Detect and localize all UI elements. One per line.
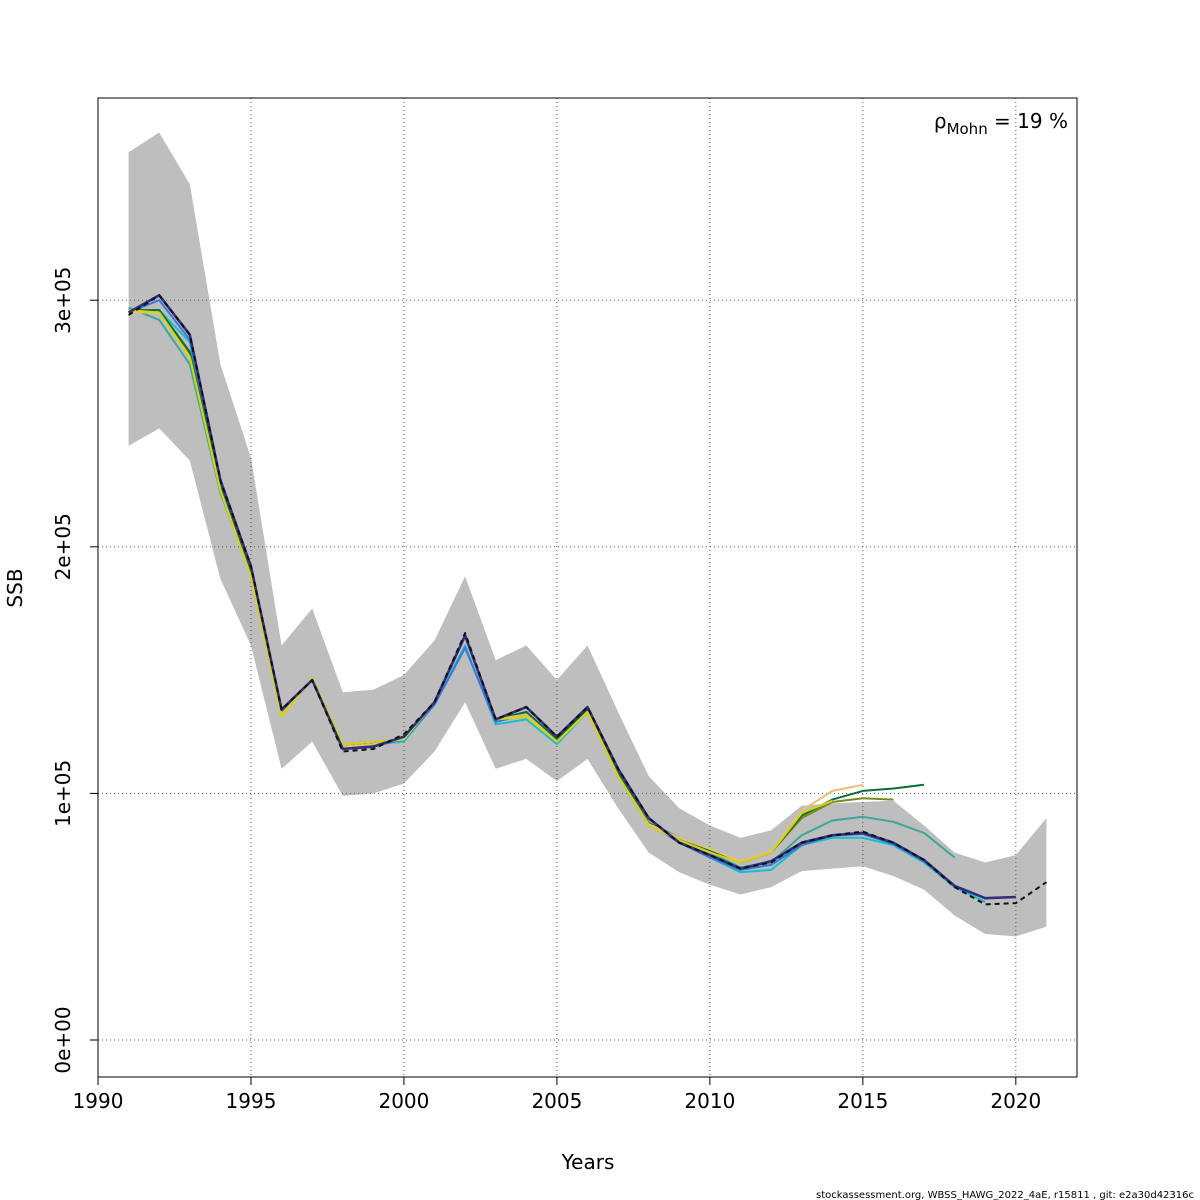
x-tick-label: 1995	[226, 1089, 277, 1113]
series-layer	[127, 293, 1047, 906]
footer-credit: stockassessment.org, WBSS_HAWG_2022_4aE,…	[816, 1190, 1194, 1200]
x-tick-label: 2015	[837, 1089, 888, 1113]
x-tick-label: 2005	[531, 1089, 582, 1113]
confidence-band-layer	[128, 132, 1047, 937]
x-tick-label: 2010	[684, 1089, 735, 1113]
mohn-rho-value: = 19 %	[988, 109, 1068, 133]
y-tick-label: 2e+05	[51, 513, 75, 580]
mohn-rho-subscript: Mohn	[947, 120, 988, 138]
x-tick-label: 2020	[990, 1089, 1041, 1113]
y-tick-label: 1e+05	[51, 760, 75, 827]
x-tick-label: 2000	[378, 1089, 429, 1113]
mohn-rho-annotation: ρMohn = 19 %	[934, 109, 1068, 138]
y-tick-label: 0e+00	[51, 1006, 75, 1073]
x-tick-label: 1990	[73, 1089, 124, 1113]
axis-layer: 1990 1995 2000 2005 2010 2015 2020 0e+00 1e+05 2e…	[51, 267, 1041, 1113]
mohn-rho-symbol: ρ	[934, 109, 947, 133]
series-line	[128, 294, 1047, 906]
y-tick-label: 3e+05	[51, 267, 75, 334]
x-axis-title: Years	[561, 1150, 615, 1174]
y-axis-title: SSB	[3, 568, 27, 607]
confidence-band	[128, 132, 1047, 937]
